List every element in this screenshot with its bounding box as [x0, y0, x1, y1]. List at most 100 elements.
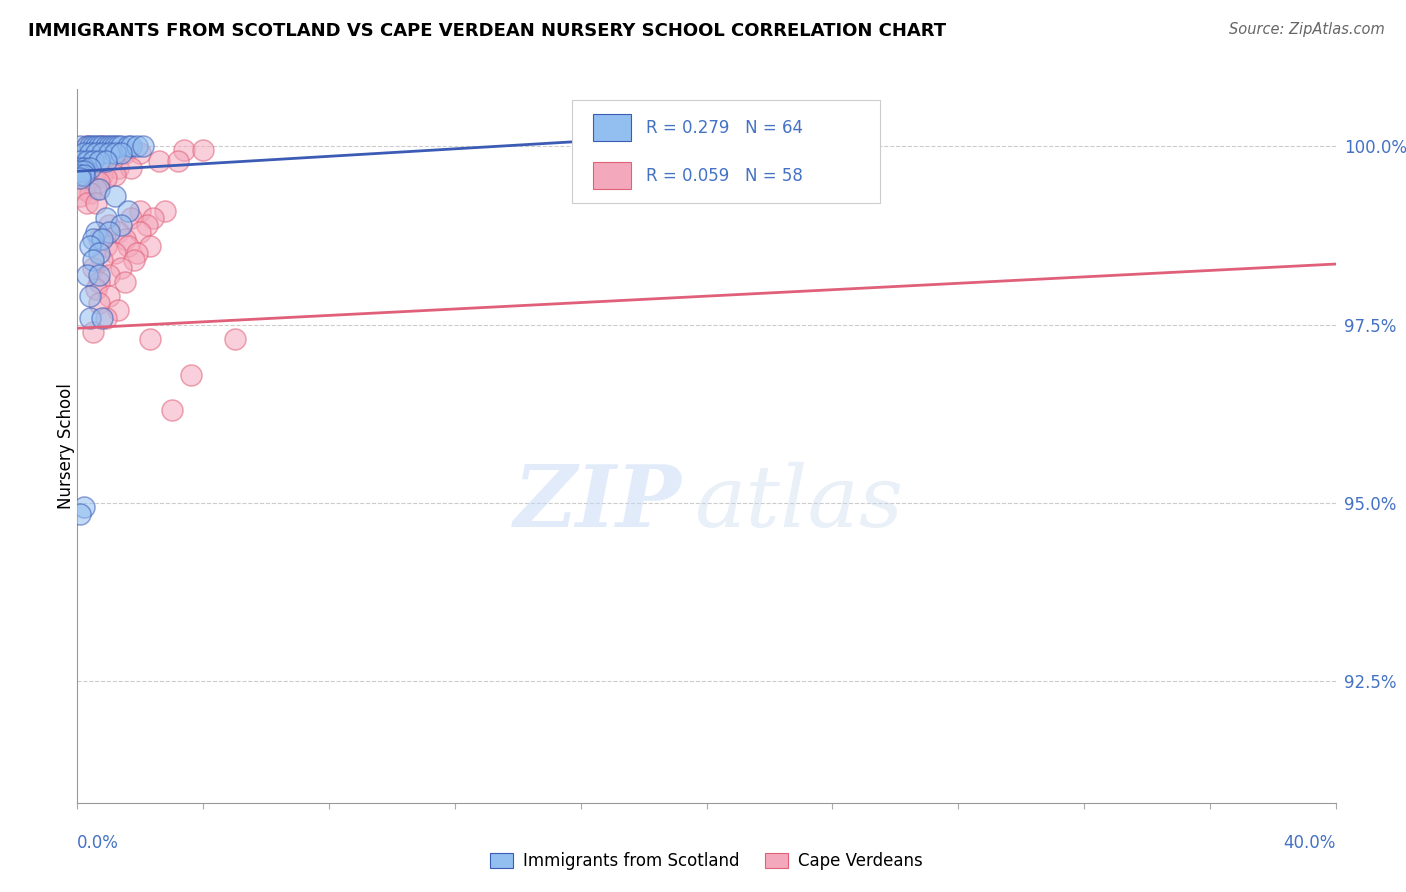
Point	[84, 196, 107, 211]
Point	[89, 153, 111, 168]
Point	[104, 168, 127, 182]
Point	[89, 275, 111, 289]
Point	[129, 146, 152, 161]
Point	[104, 139, 127, 153]
Point	[91, 168, 114, 182]
Point	[69, 171, 91, 186]
Point	[107, 161, 129, 175]
Point	[148, 153, 170, 168]
Point	[191, 143, 215, 157]
Point	[129, 203, 152, 218]
Point	[167, 153, 190, 168]
Point	[94, 211, 117, 225]
Point	[91, 146, 114, 161]
Point	[97, 289, 120, 303]
Point	[91, 253, 114, 268]
Point	[79, 289, 101, 303]
Point	[89, 182, 111, 196]
Bar	[593, 162, 631, 189]
Point	[79, 239, 101, 253]
Point	[160, 403, 183, 417]
Point	[84, 139, 107, 153]
Point	[79, 139, 101, 153]
Point	[110, 260, 132, 275]
Y-axis label: Nursery School: Nursery School	[56, 383, 75, 509]
Point	[82, 260, 104, 275]
FancyBboxPatch shape	[572, 100, 880, 203]
Point	[72, 182, 94, 196]
Point	[82, 253, 104, 268]
Point	[107, 139, 129, 153]
Point	[82, 171, 104, 186]
Point	[76, 153, 98, 168]
Text: R = 0.059   N = 58: R = 0.059 N = 58	[647, 167, 803, 185]
Point	[224, 332, 246, 346]
Point	[122, 253, 145, 268]
Point	[97, 225, 120, 239]
Point	[120, 161, 142, 175]
Point	[114, 232, 136, 246]
Point	[69, 139, 91, 153]
Point	[82, 139, 104, 153]
Point	[82, 232, 104, 246]
Point	[69, 153, 91, 168]
Point	[84, 182, 107, 196]
Point	[114, 146, 136, 161]
Point	[79, 310, 101, 325]
Point	[84, 225, 107, 239]
Point	[120, 211, 142, 225]
Text: ZIP: ZIP	[513, 461, 682, 545]
Point	[94, 171, 117, 186]
Point	[91, 310, 114, 325]
Point	[89, 246, 111, 260]
Text: Source: ZipAtlas.com: Source: ZipAtlas.com	[1229, 22, 1385, 37]
Point	[173, 143, 195, 157]
Point	[107, 225, 129, 239]
Point	[69, 161, 91, 175]
Point	[117, 239, 139, 253]
Point	[138, 239, 160, 253]
Point	[94, 153, 117, 168]
Point	[84, 146, 107, 161]
Point	[117, 203, 139, 218]
Point	[69, 168, 91, 182]
Point	[91, 139, 114, 153]
Text: R = 0.279   N = 64: R = 0.279 N = 64	[647, 119, 803, 136]
Point	[120, 139, 142, 153]
Point	[135, 218, 157, 232]
Point	[82, 325, 104, 339]
Point	[104, 146, 127, 161]
Text: atlas: atlas	[695, 462, 903, 544]
Point	[76, 196, 98, 211]
Point	[76, 139, 98, 153]
Point	[97, 268, 120, 282]
Point	[132, 139, 155, 153]
Point	[76, 175, 98, 189]
Point	[72, 168, 94, 182]
Point	[180, 368, 202, 382]
Point	[129, 225, 152, 239]
Point	[91, 139, 114, 153]
Text: 0.0%: 0.0%	[77, 834, 120, 852]
Point	[94, 310, 117, 325]
Point	[94, 239, 117, 253]
Point	[97, 146, 120, 161]
Point	[84, 282, 107, 296]
Point	[127, 139, 149, 153]
Point	[114, 275, 136, 289]
Point	[76, 268, 98, 282]
Point	[138, 332, 160, 346]
Point	[72, 146, 94, 161]
Point	[104, 189, 127, 203]
Point	[89, 296, 111, 310]
Point	[89, 139, 111, 153]
Point	[89, 268, 111, 282]
Point	[69, 164, 91, 178]
Point	[97, 139, 120, 153]
Point	[89, 232, 111, 246]
Point	[107, 303, 129, 318]
Point	[104, 246, 127, 260]
Bar	[593, 114, 631, 141]
Point	[72, 161, 94, 175]
Point	[72, 500, 94, 514]
